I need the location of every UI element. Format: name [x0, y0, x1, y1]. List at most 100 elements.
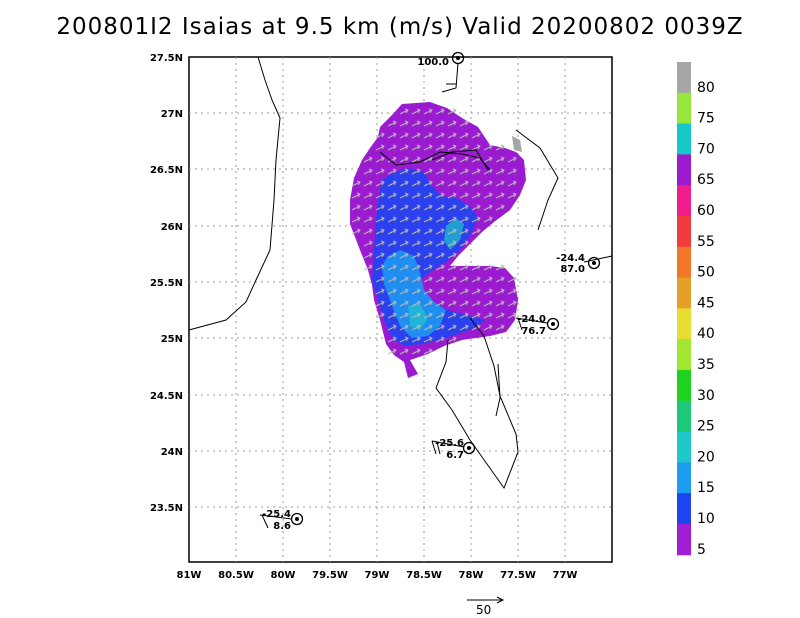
wind-vector: [363, 180, 373, 187]
lon-tick-label: 80.5W: [218, 570, 254, 581]
wind-vector: [423, 120, 433, 127]
wind-vector: [411, 204, 421, 211]
wind-vector: [495, 156, 505, 163]
colorbar-segment: [677, 216, 691, 248]
wind-vector: [447, 276, 457, 283]
wind-vector: [471, 228, 481, 235]
colorbar-segment: [677, 308, 691, 340]
wind-vector: [495, 204, 505, 211]
wind-vector: [411, 276, 421, 283]
wind-vector: [459, 120, 469, 127]
wind-vector: [399, 264, 409, 271]
wind-vector: [423, 288, 433, 295]
wind-vector: [423, 192, 433, 199]
wind-vector: [447, 132, 457, 139]
wind-vector: [423, 108, 433, 115]
wind-vector: [423, 264, 433, 271]
wind-vector: [399, 228, 409, 235]
wind-vector: [375, 264, 385, 271]
wind-vector: [495, 288, 505, 295]
wind-vector: [387, 228, 397, 235]
wind-vector: [375, 168, 385, 175]
wind-vector: [435, 300, 445, 307]
wind-vector: [483, 312, 493, 319]
wind-vector: [435, 180, 445, 187]
wind-vector: [495, 168, 505, 175]
wind-vector: [471, 216, 481, 223]
wind-vector: [387, 348, 397, 355]
wind-vector: [375, 228, 385, 235]
colorbar-segment: [677, 92, 691, 125]
wind-vector: [363, 216, 373, 223]
wind-vector: [495, 276, 505, 283]
lon-tick-label: 79.5W: [312, 570, 348, 581]
wind-vector: [399, 180, 409, 187]
colorbar-label: 80: [697, 80, 715, 96]
colorbar-segment: [677, 154, 691, 186]
wind-vector: [375, 240, 385, 247]
wind-vector: [411, 288, 421, 295]
wind-vector: [363, 264, 373, 271]
wind-vector: [423, 348, 433, 355]
wind-vector: [423, 216, 433, 223]
wind-vector: [471, 276, 481, 283]
wind-vector: [411, 108, 421, 115]
colorbar-segment: [677, 123, 691, 155]
wind-vector: [471, 192, 481, 199]
wind-vector: [411, 180, 421, 187]
wind-vector: [435, 324, 445, 331]
wind-vector: [375, 144, 385, 151]
wind-vector: [411, 192, 421, 199]
colorbar-label: 45: [697, 295, 715, 311]
wind-vector: [375, 132, 385, 139]
wind-vector: [411, 144, 421, 151]
wind-vector: [411, 132, 421, 139]
wind-vector: [399, 300, 409, 307]
wind-vector: [507, 300, 517, 307]
wind-vector: [387, 324, 397, 331]
wind-vector: [399, 348, 409, 355]
wind-vector: [375, 216, 385, 223]
wind-vector: [459, 240, 469, 247]
wind-vector: [471, 180, 481, 187]
wind-vector: [411, 240, 421, 247]
colorbar-label: 60: [697, 203, 715, 219]
wind-vector: [423, 132, 433, 139]
wind-vector: [459, 132, 469, 139]
colorbar-label: 25: [697, 419, 715, 435]
colorbar: 80 75 70 65 60 55 50 45 40 35 30 25 20 15 10 5: [677, 62, 715, 558]
obs-south-line1: -25.6: [435, 438, 464, 449]
wind-vector: [447, 216, 457, 223]
wind-vector: [351, 192, 361, 199]
wind-vector: [459, 192, 469, 199]
wind-vector: [351, 204, 361, 211]
wind-vector: [423, 168, 433, 175]
lat-tick-label: 26.5N: [150, 165, 183, 176]
lat-tick-label: 23.5N: [150, 503, 183, 514]
wind-vector: [435, 120, 445, 127]
wind-vector: [495, 324, 505, 331]
wind-vector: [399, 192, 409, 199]
wind-vector: [435, 132, 445, 139]
wind-vector: [423, 300, 433, 307]
wind-vector: [447, 108, 457, 115]
wind-vector: [459, 144, 469, 151]
wind-vector: [351, 180, 361, 187]
lat-tick-label: 27.5N: [150, 53, 183, 64]
wind-vector: [435, 276, 445, 283]
wind-vector: [387, 168, 397, 175]
wind-vector: [399, 336, 409, 343]
wind-vector: [399, 276, 409, 283]
wind-vector: [435, 288, 445, 295]
colorbar-segment: [677, 246, 691, 279]
wind-vector: [375, 300, 385, 307]
wind-vector: [387, 336, 397, 343]
colorbar-label: 20: [697, 449, 715, 465]
colorbar-label: 70: [697, 141, 715, 157]
colorbar-label: 30: [697, 388, 715, 404]
lon-tick-label: 78W: [459, 570, 484, 581]
wind-vector: [507, 180, 517, 187]
obs-south-line2: 6.7: [446, 450, 464, 461]
lat-tick-label: 25N: [161, 334, 183, 345]
